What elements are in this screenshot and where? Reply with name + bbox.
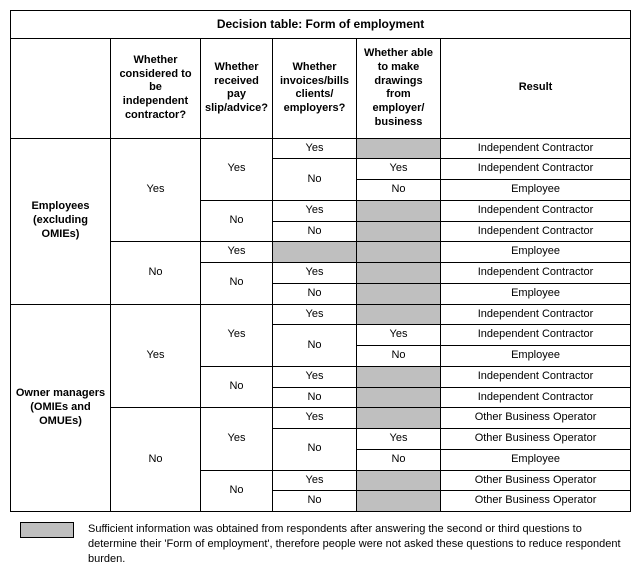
col-header-invoices: Whether invoices/bills clients/ employer… (273, 39, 357, 139)
result-cell: Employee (441, 449, 631, 470)
c3-cell (273, 242, 357, 263)
category-cell: Owner managers (OMIEs and OMUEs) (11, 304, 111, 512)
c2-cell: Yes (201, 408, 273, 470)
c2-cell: No (201, 366, 273, 408)
col-header-result: Result (441, 39, 631, 139)
result-cell: Independent Contractor (441, 138, 631, 159)
col-header-payslip: Whether received pay slip/advice? (201, 39, 273, 139)
c1-cell: No (111, 242, 201, 304)
c4-cell (357, 283, 441, 304)
c4-cell (357, 387, 441, 408)
result-cell: Other Business Operator (441, 491, 631, 512)
legend-text: Sufficient information was obtained from… (88, 522, 630, 567)
c3-cell: No (273, 387, 357, 408)
result-cell: Independent Contractor (441, 304, 631, 325)
table-row: Owner managers (OMIEs and OMUEs)YesYesYe… (11, 304, 631, 325)
result-cell: Employee (441, 283, 631, 304)
col-header-contractor: Whether considered to be independent con… (111, 39, 201, 139)
c4-cell: Yes (357, 159, 441, 180)
c4-cell (357, 491, 441, 512)
c4-cell (357, 366, 441, 387)
c3-cell: No (273, 429, 357, 471)
c3-cell: No (273, 159, 357, 201)
result-cell: Employee (441, 242, 631, 263)
c2-cell: Yes (201, 138, 273, 200)
c3-cell: Yes (273, 408, 357, 429)
c2-cell: No (201, 263, 273, 305)
category-cell: Employees (excluding OMIEs) (11, 138, 111, 304)
c3-cell: Yes (273, 304, 357, 325)
result-cell: Independent Contractor (441, 366, 631, 387)
c4-cell: No (357, 449, 441, 470)
c2-cell: No (201, 200, 273, 242)
c3-cell: Yes (273, 366, 357, 387)
col-header-category (11, 39, 111, 139)
result-cell: Independent Contractor (441, 221, 631, 242)
table-title: Decision table: Form of employment (11, 11, 631, 39)
c4-cell (357, 408, 441, 429)
legend: Sufficient information was obtained from… (10, 522, 630, 567)
c4-cell (357, 138, 441, 159)
c1-cell: Yes (111, 138, 201, 242)
table-row: Employees (excluding OMIEs)YesYesYesInde… (11, 138, 631, 159)
c4-cell (357, 470, 441, 491)
c3-cell: Yes (273, 470, 357, 491)
c3-cell: Yes (273, 263, 357, 284)
c3-cell: No (273, 491, 357, 512)
c1-cell: No (111, 408, 201, 512)
result-cell: Independent Contractor (441, 387, 631, 408)
c1-cell: Yes (111, 304, 201, 408)
decision-table-body: Decision table: Form of employmentWhethe… (11, 11, 631, 512)
c3-cell: Yes (273, 138, 357, 159)
result-cell: Independent Contractor (441, 325, 631, 346)
c2-cell: Yes (201, 304, 273, 366)
c4-cell (357, 221, 441, 242)
c3-cell: No (273, 221, 357, 242)
c4-cell (357, 242, 441, 263)
result-cell: Other Business Operator (441, 408, 631, 429)
decision-table: Decision table: Form of employmentWhethe… (10, 10, 631, 512)
c4-cell (357, 200, 441, 221)
c3-cell: Yes (273, 200, 357, 221)
result-cell: Employee (441, 180, 631, 201)
result-cell: Independent Contractor (441, 263, 631, 284)
c4-cell: No (357, 180, 441, 201)
c2-cell: No (201, 470, 273, 512)
c2-cell: Yes (201, 242, 273, 263)
legend-swatch (20, 522, 74, 538)
col-header-drawings: Whether able to make drawings from emplo… (357, 39, 441, 139)
result-cell: Independent Contractor (441, 200, 631, 221)
c4-cell (357, 304, 441, 325)
result-cell: Independent Contractor (441, 159, 631, 180)
c4-cell: Yes (357, 325, 441, 346)
result-cell: Employee (441, 346, 631, 367)
c3-cell: No (273, 325, 357, 367)
c3-cell: No (273, 283, 357, 304)
c4-cell: No (357, 346, 441, 367)
result-cell: Other Business Operator (441, 470, 631, 491)
c4-cell: Yes (357, 429, 441, 450)
result-cell: Other Business Operator (441, 429, 631, 450)
c4-cell (357, 263, 441, 284)
